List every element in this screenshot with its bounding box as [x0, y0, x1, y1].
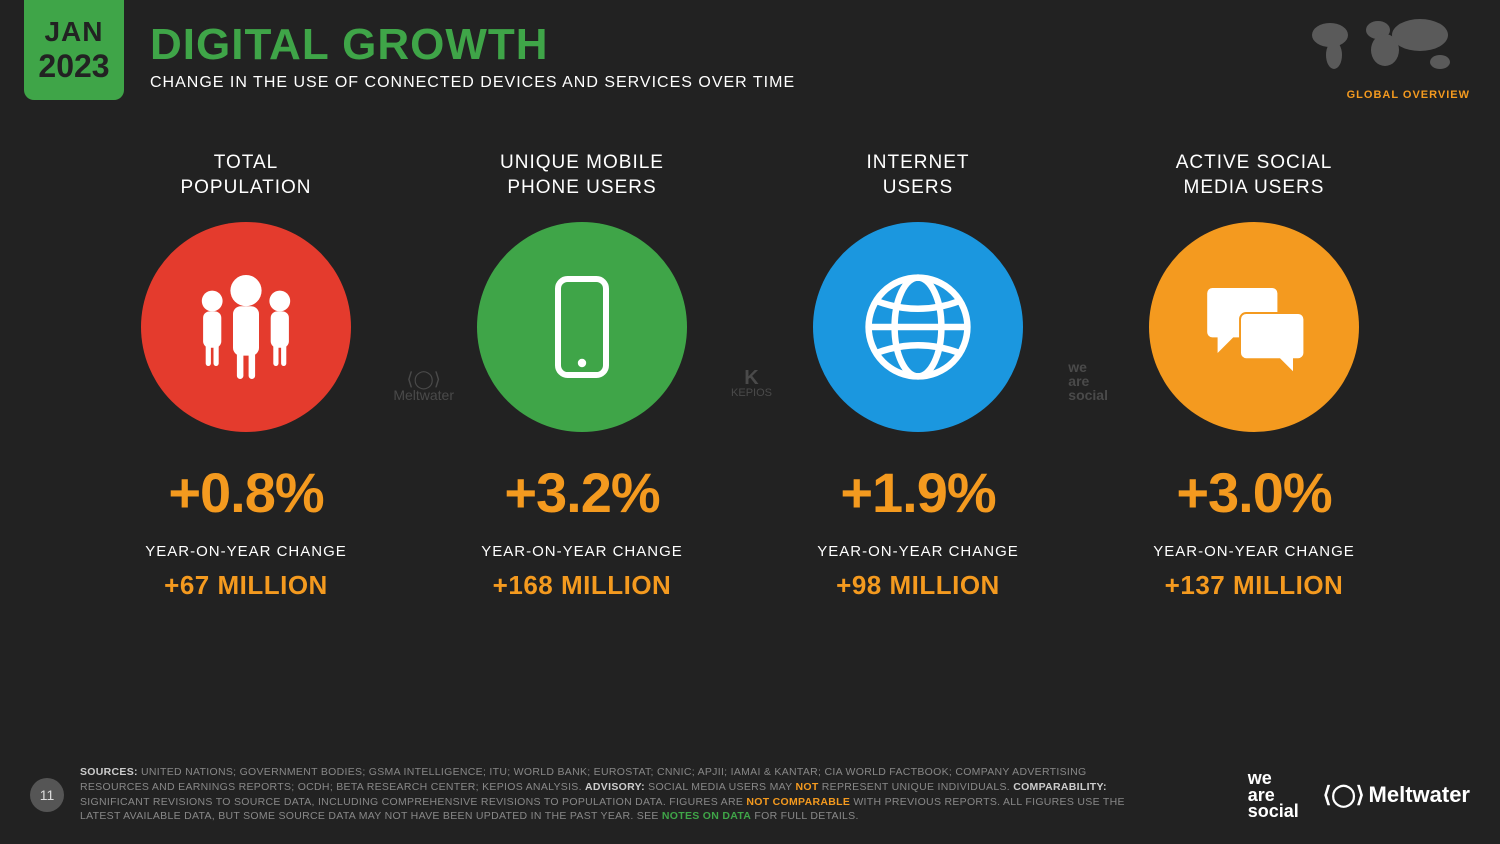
metric-delta: +67 MILLION	[164, 570, 328, 601]
chat-icon	[1189, 262, 1319, 392]
watermark-kepios: K KEPIOS	[731, 368, 772, 399]
metric-label: ACTIVE SOCIAL MEDIA USERS	[1176, 150, 1333, 202]
metric-yoy-label: YEAR-ON-YEAR CHANGE	[481, 543, 683, 560]
metric-internet: INTERNET USERS +1.9% YEAR-ON-YEAR CHANGE…	[768, 150, 1068, 601]
sources-text: SOURCES: UNITED NATIONS; GOVERNMENT BODI…	[80, 765, 1130, 824]
date-badge: JAN 2023	[24, 0, 124, 100]
metric-percent: +3.2%	[504, 460, 659, 525]
watermark-wearesocial: we are social	[1068, 360, 1108, 402]
metric-delta: +168 MILLION	[493, 570, 672, 601]
global-overview-block: GLOBAL OVERVIEW	[1300, 10, 1470, 101]
meltwater-logo: ⟨◯⟩Meltwater	[1323, 782, 1470, 808]
metric-circle	[477, 222, 687, 432]
people-icon	[181, 262, 311, 392]
metric-circle	[1149, 222, 1359, 432]
page-title: DIGITAL GROWTH	[150, 20, 795, 70]
page-subtitle: CHANGE IN THE USE OF CONNECTED DEVICES A…	[150, 74, 795, 92]
meltwater-icon: ⟨◯⟩	[1323, 782, 1365, 808]
metric-circle	[141, 222, 351, 432]
metric-percent: +3.0%	[1176, 460, 1331, 525]
metric-social: ACTIVE SOCIAL MEDIA USERS +3.0% YEAR-ON-…	[1104, 150, 1404, 601]
metric-label: UNIQUE MOBILE PHONE USERS	[500, 150, 664, 202]
header: DIGITAL GROWTH CHANGE IN THE USE OF CONN…	[150, 20, 795, 92]
metric-delta: +98 MILLION	[836, 570, 1000, 601]
metric-population: TOTAL POPULATION +0.8%	[96, 150, 396, 601]
world-map-icon	[1300, 10, 1470, 80]
metric-yoy-label: YEAR-ON-YEAR CHANGE	[817, 543, 1019, 560]
footer: 11 SOURCES: UNITED NATIONS; GOVERNMENT B…	[0, 765, 1500, 824]
metric-percent: +1.9%	[840, 460, 995, 525]
metric-percent: +0.8%	[168, 460, 323, 525]
phone-icon	[522, 267, 642, 387]
overview-label: GLOBAL OVERVIEW	[1300, 89, 1470, 101]
metric-yoy-label: YEAR-ON-YEAR CHANGE	[145, 543, 347, 560]
metric-delta: +137 MILLION	[1165, 570, 1344, 601]
metric-label: TOTAL POPULATION	[180, 150, 311, 202]
metric-circle	[813, 222, 1023, 432]
globe-icon	[853, 262, 983, 392]
date-month: JAN	[44, 16, 103, 48]
metric-label: INTERNET USERS	[867, 150, 970, 202]
page-number: 11	[30, 778, 64, 812]
footer-logos: we are social ⟨◯⟩Meltwater	[1248, 770, 1470, 819]
metric-yoy-label: YEAR-ON-YEAR CHANGE	[1153, 543, 1355, 560]
metrics-row: TOTAL POPULATION +0.8%	[0, 150, 1500, 601]
date-year: 2023	[38, 48, 109, 85]
we-are-social-logo: we are social	[1248, 770, 1299, 819]
metric-mobile: UNIQUE MOBILE PHONE USERS +3.2% YEAR-ON-…	[432, 150, 732, 601]
